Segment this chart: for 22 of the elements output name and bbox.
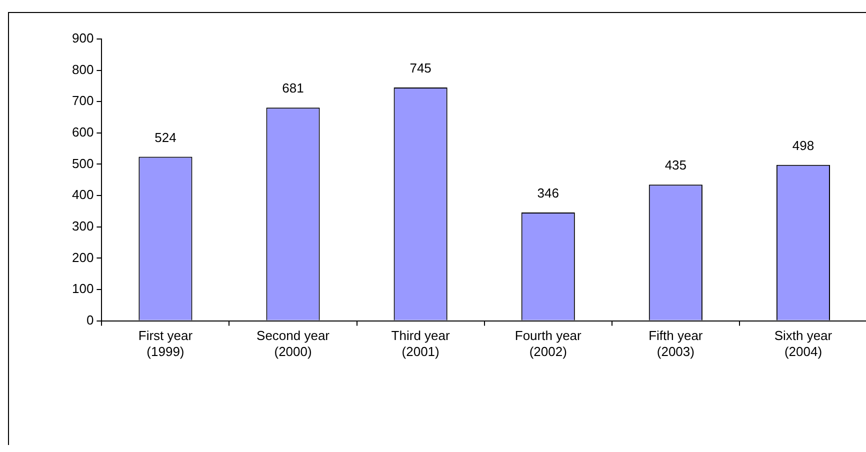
y-tick-label: 500 bbox=[72, 156, 94, 171]
data-label: 681 bbox=[282, 80, 304, 96]
x-tick-label: Second year (2000) bbox=[256, 328, 330, 359]
data-label: 524 bbox=[154, 130, 176, 145]
x-tick-label: First year (1999) bbox=[138, 328, 194, 359]
y-tick-label: 400 bbox=[72, 187, 94, 202]
x-tick-label: Third year (2001) bbox=[391, 328, 450, 359]
x-tick-label: Sixth year (2004) bbox=[774, 328, 833, 359]
y-tick-label: 800 bbox=[72, 62, 94, 77]
data-label: 745 bbox=[410, 60, 432, 76]
data-label: 498 bbox=[792, 138, 814, 153]
y-tick-label: 100 bbox=[72, 281, 94, 296]
y-tick-label: 600 bbox=[72, 124, 94, 140]
x-tick-label: Fifth year (2003) bbox=[648, 328, 704, 359]
y-tick-label: 200 bbox=[72, 250, 94, 265]
data-label: 346 bbox=[537, 186, 559, 201]
x-tick-label: Fourth year (2002) bbox=[514, 328, 582, 359]
y-tick-label: 900 bbox=[72, 30, 94, 46]
y-tick-label: 0 bbox=[86, 312, 94, 328]
y-tick-label: 700 bbox=[72, 93, 94, 108]
y-tick-label: 300 bbox=[72, 218, 94, 234]
data-label: 435 bbox=[664, 158, 687, 173]
